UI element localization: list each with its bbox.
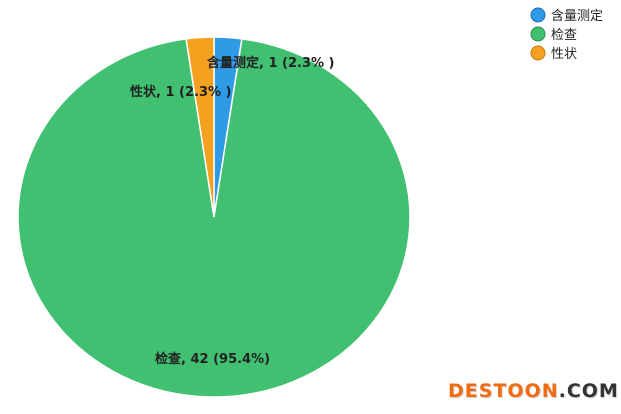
slice-label-xingzhuang: 性状, 1 (2.3% ) xyxy=(130,84,232,100)
watermark-part2: .COM xyxy=(558,380,619,402)
pie-slice-1[interactable] xyxy=(17,37,411,398)
legend-label-xingzhuang[interactable]: 性状 xyxy=(551,47,577,62)
slice-label-hanliang: 含量测定, 1 (2.3% ) xyxy=(206,55,335,71)
legend-swatch-hanliang[interactable] xyxy=(530,7,546,23)
legend-swatch-xingzhuang[interactable] xyxy=(530,45,546,61)
slice-label-jiancha: 检查, 42 (95.4%) xyxy=(155,351,270,367)
pie-slice-2[interactable] xyxy=(185,36,215,218)
watermark-logo: DESTOON.COM xyxy=(448,380,619,402)
watermark-part1: DESTOON xyxy=(448,380,559,402)
legend-label-jiancha[interactable]: 检查 xyxy=(551,28,577,43)
legend-label-hanliang[interactable]: 含量测定 xyxy=(551,8,603,24)
legend-swatch-jiancha[interactable] xyxy=(530,26,546,42)
legend: 含量测定 检查 性状 xyxy=(530,7,603,62)
